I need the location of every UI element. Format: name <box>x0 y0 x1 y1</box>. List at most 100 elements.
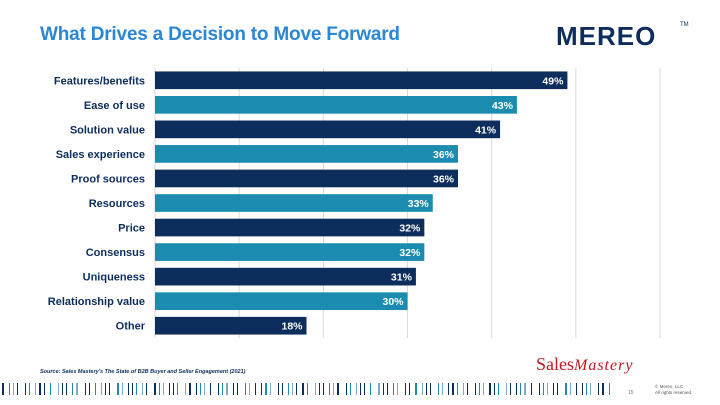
barcode-stripe <box>333 383 334 395</box>
trademark-mark: TM <box>680 22 689 28</box>
barcode-stripe <box>494 383 495 395</box>
value-label: 30% <box>382 296 404 308</box>
copyright-note: © Mereo, LLC All rights reserved. <box>655 384 692 396</box>
value-label: 36% <box>433 149 455 161</box>
category-label: Features/benefits <box>54 75 145 87</box>
barcode-stripe <box>222 383 223 395</box>
barcode-stripe <box>547 383 548 395</box>
barcode-stripe <box>95 383 96 395</box>
barcode-stripe <box>346 383 347 395</box>
barcode-stripe <box>66 383 67 395</box>
bar-chart: Features/benefits 49% Ease of use 43% Soluti… <box>48 68 661 338</box>
category-label: Solution value <box>70 124 145 136</box>
barcode-stripe <box>475 383 476 395</box>
barcode-stripe <box>350 383 351 395</box>
barcode-stripe <box>163 383 164 395</box>
barcode-stripe <box>58 383 59 395</box>
bar <box>155 120 501 139</box>
barcode-stripe <box>506 383 507 395</box>
barcode-stripe <box>463 383 464 395</box>
category-label: Consensus <box>86 247 145 259</box>
barcode-stripe <box>13 383 14 395</box>
bar <box>155 194 433 212</box>
barcode-stripe <box>452 383 454 395</box>
barcode-stripe <box>426 383 427 395</box>
mereo-logo: MEREO TM <box>556 21 689 53</box>
barcode-stripe <box>204 383 205 395</box>
barcode-stripe <box>278 383 279 395</box>
sales-mastery-logo-sales: Sales <box>536 354 574 374</box>
page-title: What Drives a Decision to Move Forward <box>40 24 400 45</box>
barcode-stripe <box>296 383 297 395</box>
barcode-stripe <box>543 383 544 395</box>
barcode-stripe <box>122 383 123 395</box>
source-note: Source: Sales Mastery's The State of B2B… <box>40 369 246 375</box>
barcode-stripe <box>177 383 178 395</box>
value-label: 32% <box>399 247 421 259</box>
barcode-stripe <box>510 383 511 395</box>
barcode-stripe <box>154 383 156 395</box>
barcode-stripe <box>393 383 394 395</box>
barcode-stripe <box>405 383 406 395</box>
barcode-stripe <box>265 383 267 395</box>
barcode-stripe <box>302 383 304 395</box>
barcode-stripe <box>245 383 246 395</box>
category-label: Uniqueness <box>83 272 145 284</box>
barcode-stripe <box>609 383 610 395</box>
barcode-stripe <box>189 383 191 395</box>
barcode-stripe <box>25 383 26 395</box>
barcode-stripe <box>237 383 238 395</box>
value-label: 33% <box>408 198 430 210</box>
bar <box>155 95 517 114</box>
barcode-stripe <box>531 383 532 395</box>
bar <box>155 316 307 335</box>
barcode-stripe <box>442 383 443 395</box>
barcode-stripe <box>173 383 174 395</box>
barcode-stripe <box>378 383 380 395</box>
value-label: 36% <box>433 173 455 185</box>
barcode-stripe <box>438 383 439 395</box>
copyright-line-2: All rights reserved. <box>655 390 693 395</box>
barcode-stripe <box>249 383 250 395</box>
barcode-stripe <box>479 383 480 395</box>
barcode-stripe <box>44 383 45 395</box>
barcode-stripe <box>185 383 186 395</box>
barcode-stripe <box>2 383 4 395</box>
barcode-stripe <box>524 383 526 395</box>
barcode-stripe <box>50 383 51 395</box>
sales-mastery-logo-mastery: Mastery <box>574 357 634 374</box>
barcode-stripe <box>169 383 170 395</box>
barcode-stripe <box>35 383 36 395</box>
category-label: Sales experience <box>56 149 145 161</box>
barcode-stripe <box>383 383 384 395</box>
category-label: Relationship value <box>48 296 145 308</box>
barcode-stripe <box>76 383 78 395</box>
barcode-stripe <box>323 383 324 395</box>
barcode-stripe <box>85 383 86 395</box>
barcode-stripe <box>457 383 458 395</box>
page-number: 15 <box>628 390 634 396</box>
barcode-stripe <box>210 383 211 395</box>
category-label: Proof sources <box>71 173 145 185</box>
barcode-stripe <box>489 383 491 395</box>
barcode-stripe <box>337 383 339 395</box>
barcode-stripe <box>117 383 119 395</box>
barcode-stripe <box>356 383 357 395</box>
barcode-stripe <box>261 383 262 395</box>
bar <box>155 267 416 286</box>
barcode-stripe <box>101 383 102 395</box>
barcode-stripe <box>105 383 106 395</box>
bar <box>155 292 408 311</box>
barcode-stripe <box>292 383 293 395</box>
barcode-stripe <box>590 383 591 395</box>
barcode-stripe <box>467 383 468 395</box>
barcode-stripe <box>200 383 201 395</box>
barcode-stripe <box>539 383 540 395</box>
value-label: 49% <box>542 75 564 87</box>
barcode-stripe <box>9 383 10 395</box>
barcode-stripe <box>29 383 30 395</box>
barcode-stripe <box>582 383 583 395</box>
barcode-stripe <box>329 383 330 395</box>
mereo-logo-mark: MEREO <box>556 21 655 51</box>
barcode-stripe <box>233 383 234 395</box>
